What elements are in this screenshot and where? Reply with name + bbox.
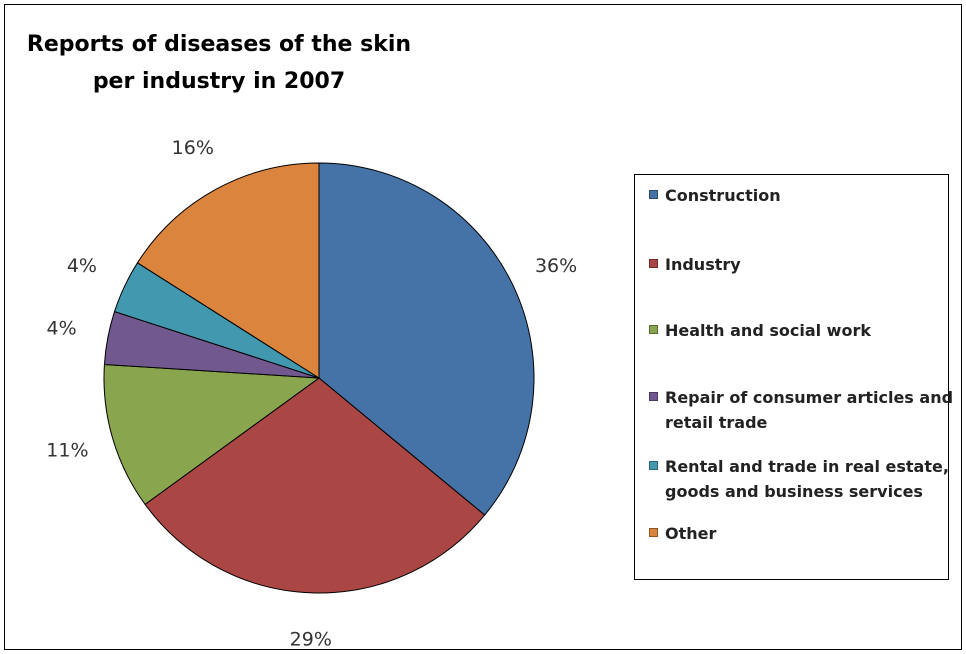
data-label-health: 11% — [46, 440, 88, 462]
legend-swatch-other — [649, 528, 658, 537]
data-label-construction: 36% — [535, 255, 577, 277]
data-label-repair: 4% — [47, 317, 77, 339]
pie-slice-other — [136, 162, 320, 379]
legend-item-rental: Rental and trade in real estate, goods a… — [649, 454, 949, 504]
legend-text-repair-line-1: Repair of consumer articles and — [665, 388, 954, 407]
legend-text-rental-line-2: goods and business services — [665, 482, 923, 501]
data-label-other: 16% — [172, 137, 214, 159]
legend-swatch-industry — [649, 259, 658, 268]
legend-swatch-rental — [649, 461, 658, 470]
chart-title: Reports of diseases of the skin per indu… — [14, 26, 424, 100]
data-label-industry: 29% — [290, 628, 332, 650]
chart-title-line-2: per industry in 2007 — [92, 69, 346, 94]
legend-text-industry: Industry — [665, 255, 741, 274]
legend-text-other: Other — [665, 524, 717, 543]
legend-item-repair: Repair of consumer articles and retail t… — [649, 385, 953, 435]
legend-item-other: Other — [649, 521, 716, 546]
pie-slice-health — [103, 364, 320, 505]
legend-swatch-construction — [649, 190, 658, 199]
legend-swatch-repair — [649, 392, 658, 401]
legend-text-construction: Construction — [665, 186, 781, 205]
legend-item-health: Health and social work — [649, 318, 871, 343]
pie-slice-construction — [318, 162, 535, 516]
legend-item-industry: Industry — [649, 252, 741, 277]
legend-text-repair-line-2: retail trade — [665, 413, 768, 432]
legend-item-construction: Construction — [649, 183, 781, 208]
legend-swatch-health — [649, 325, 658, 334]
legend: Construction Industry Health and social … — [634, 174, 953, 580]
chart-title-line-1: Reports of diseases of the skin — [26, 32, 412, 57]
legend-text-rental-line-1: Rental and trade in real estate, — [665, 457, 949, 476]
pie-slice-industry — [144, 377, 486, 594]
legend-text-health: Health and social work — [665, 321, 871, 340]
data-label-rental: 4% — [67, 255, 97, 277]
